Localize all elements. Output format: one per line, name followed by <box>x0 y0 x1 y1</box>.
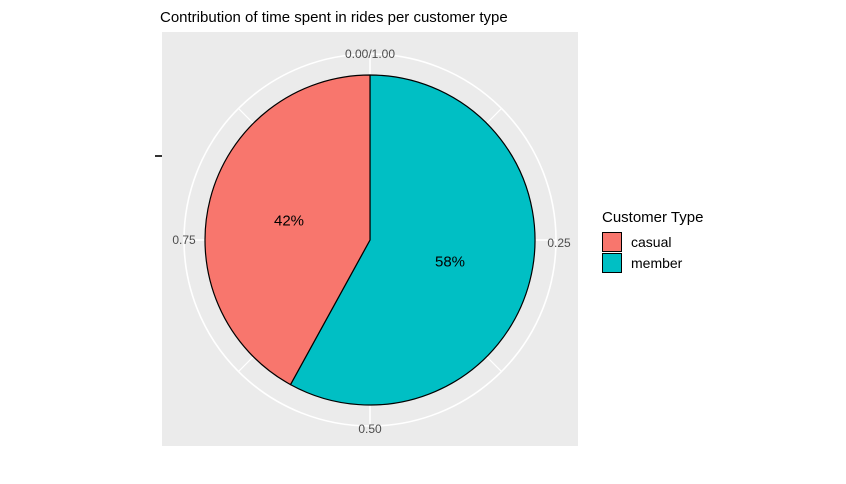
legend: Customer Type casual member <box>602 209 703 274</box>
theta-axis-label-left: 0.75 <box>172 233 196 247</box>
legend-item-member: member <box>602 253 703 273</box>
theta-axis-label-right: 0.25 <box>547 236 571 250</box>
legend-key-casual-swatch <box>602 232 622 252</box>
legend-label-member: member <box>631 255 683 271</box>
radius-axis-tick <box>155 155 162 157</box>
theta-axis-label-bottom: 0.50 <box>358 422 382 436</box>
pie-slice-member <box>289 74 536 406</box>
pie-svg <box>183 53 557 427</box>
legend-key-member-swatch <box>602 253 622 273</box>
legend-item-casual: casual <box>602 232 703 252</box>
chart-title: Contribution of time spent in rides per … <box>160 9 508 26</box>
legend-title: Customer Type <box>602 209 704 226</box>
slice-label-casual: 42% <box>273 212 305 230</box>
legend-label-casual: casual <box>631 234 672 250</box>
plot-panel <box>162 32 578 446</box>
pie-slice-casual <box>204 74 371 386</box>
theta-axis-label-top: 0.00/1.00 <box>344 47 396 61</box>
slice-label-member: 58% <box>434 253 466 271</box>
